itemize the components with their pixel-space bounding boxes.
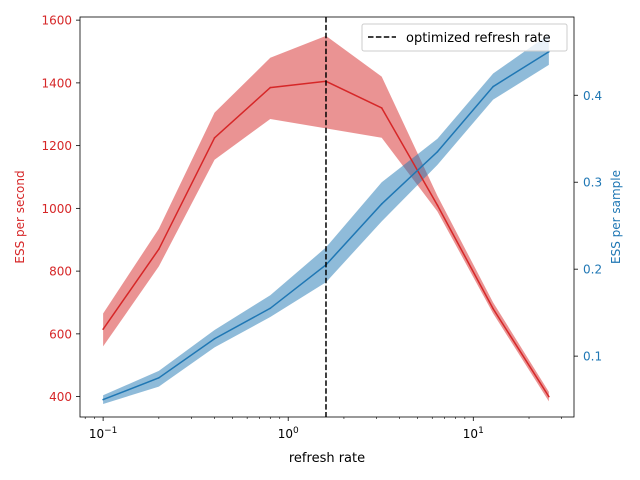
x-axis-label: refresh rate xyxy=(289,451,365,466)
left-y-tick-label: 1600 xyxy=(41,14,72,28)
left-y-tick-label: 800 xyxy=(49,265,72,279)
data-point-ess-per-sample xyxy=(380,203,383,205)
data-point-ess-per-second xyxy=(102,328,104,330)
data-point-ess-per-second xyxy=(158,248,160,250)
right-y-axis: 0.1 0.2 0.3 0.4 xyxy=(574,89,602,364)
band-ess-per-sample xyxy=(103,34,549,404)
data-point-ess-per-second xyxy=(548,395,550,398)
legend-box xyxy=(361,23,568,52)
right-y-axis-label: ESS per sample xyxy=(609,170,623,264)
confidence-bands xyxy=(103,34,549,404)
left-y-tick-label: 1200 xyxy=(41,139,72,153)
left-y-tick-label: 600 xyxy=(49,327,72,341)
data-point-ess-per-sample xyxy=(158,377,160,379)
left-y-tick-label: 400 xyxy=(49,390,72,404)
left-y-axis-label: ESS per second xyxy=(13,170,27,263)
x-tick-label: 10−1 xyxy=(89,426,118,441)
data-point-ess-per-second xyxy=(213,136,216,139)
band-ess-per-second xyxy=(103,35,549,402)
left-y-axis: 400 600 800 1000 1200 1400 1600 xyxy=(41,14,80,404)
data-point-ess-per-sample xyxy=(492,85,494,88)
data-point-ess-per-sample xyxy=(213,337,216,340)
data-point-ess-per-second xyxy=(492,307,494,310)
legend: optimized refresh rate xyxy=(361,23,568,52)
right-y-tick-label: 0.4 xyxy=(583,89,602,103)
x-axis: 10−1 100 101 xyxy=(84,417,562,441)
data-point-ess-per-second xyxy=(436,204,439,207)
plot-frame xyxy=(79,16,575,418)
left-y-tick-label: 1400 xyxy=(41,76,72,90)
data-point-ess-per-sample xyxy=(269,307,272,310)
right-y-tick-label: 0.2 xyxy=(583,263,602,277)
data-point-ess-per-sample xyxy=(436,150,439,153)
right-y-tick-label: 0.1 xyxy=(583,350,602,364)
x-tick-label: 100 xyxy=(278,426,299,441)
x-tick-label: 101 xyxy=(463,426,484,441)
legend-label: optimized refresh rate xyxy=(406,31,551,46)
data-point-ess-per-second xyxy=(380,107,383,109)
right-y-tick-label: 0.3 xyxy=(583,176,602,190)
data-point-ess-per-sample xyxy=(102,398,104,401)
left-y-tick-label: 1000 xyxy=(41,202,72,216)
data-point-ess-per-second xyxy=(269,86,272,89)
